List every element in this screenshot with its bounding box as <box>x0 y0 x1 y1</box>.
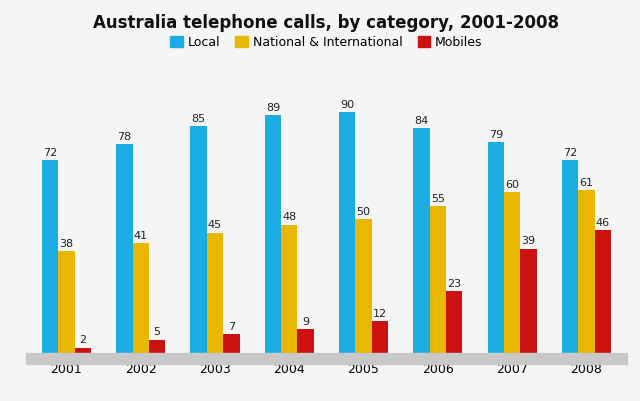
Bar <box>339 112 355 353</box>
Text: 50: 50 <box>356 207 371 217</box>
Bar <box>429 206 446 353</box>
Text: 90: 90 <box>340 100 355 110</box>
Text: 12: 12 <box>373 309 387 319</box>
Text: 9: 9 <box>302 317 309 327</box>
Text: 2: 2 <box>79 335 86 345</box>
Bar <box>26 353 627 364</box>
Text: 5: 5 <box>154 327 161 337</box>
Bar <box>520 249 536 353</box>
Bar <box>149 340 165 353</box>
Text: 78: 78 <box>117 132 131 142</box>
Text: 23: 23 <box>447 279 461 289</box>
Bar <box>504 192 520 353</box>
Bar <box>578 190 595 353</box>
Bar <box>191 126 207 353</box>
Text: 45: 45 <box>208 221 222 231</box>
Bar <box>413 128 429 353</box>
Text: 7: 7 <box>228 322 235 332</box>
Text: 38: 38 <box>60 239 74 249</box>
Text: 39: 39 <box>522 237 536 247</box>
Bar <box>223 334 239 353</box>
Bar <box>488 142 504 353</box>
Title: Australia telephone calls, by category, 2001-2008: Australia telephone calls, by category, … <box>93 14 559 32</box>
Text: 84: 84 <box>414 116 429 126</box>
Bar <box>355 219 372 353</box>
Text: 72: 72 <box>43 148 57 158</box>
Text: 55: 55 <box>431 194 445 204</box>
Legend: Local, National & International, Mobiles: Local, National & International, Mobiles <box>165 31 488 54</box>
Bar <box>207 233 223 353</box>
Bar <box>446 292 462 353</box>
Bar <box>281 225 298 353</box>
Text: 79: 79 <box>488 130 503 140</box>
Bar <box>372 321 388 353</box>
Bar <box>298 329 314 353</box>
Text: 61: 61 <box>579 178 593 188</box>
Bar <box>562 160 578 353</box>
Text: 46: 46 <box>596 218 610 228</box>
Text: 89: 89 <box>266 103 280 113</box>
Bar <box>116 144 132 353</box>
Text: 60: 60 <box>505 180 519 190</box>
Bar <box>58 251 75 353</box>
Text: 48: 48 <box>282 213 296 223</box>
Text: 41: 41 <box>134 231 148 241</box>
Bar <box>595 230 611 353</box>
Bar <box>75 348 91 353</box>
Bar <box>265 115 281 353</box>
Bar <box>42 160 58 353</box>
Text: 72: 72 <box>563 148 577 158</box>
Text: 85: 85 <box>191 113 205 124</box>
Bar <box>132 243 149 353</box>
